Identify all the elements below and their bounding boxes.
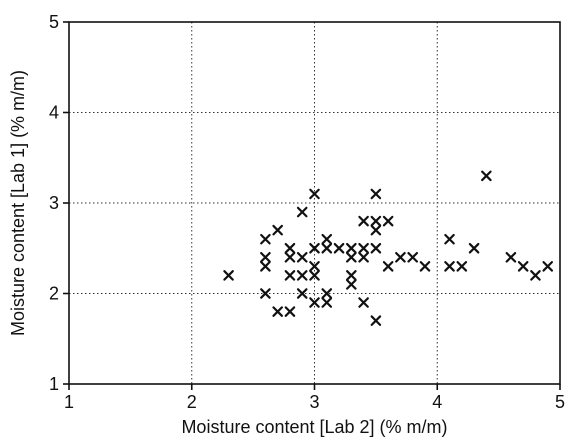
data-point bbox=[456, 261, 468, 272]
data-point bbox=[407, 252, 418, 263]
data-point bbox=[284, 252, 296, 263]
data-point bbox=[321, 242, 333, 254]
data-point bbox=[260, 261, 271, 272]
y-axis-title: Moisture content [Lab 1] (% m/m) bbox=[8, 70, 28, 336]
data-point bbox=[358, 215, 369, 227]
data-point bbox=[517, 261, 529, 272]
data-point bbox=[395, 252, 406, 263]
x-tick-label: 4 bbox=[432, 392, 442, 412]
data-point bbox=[370, 242, 382, 254]
x-tick-label: 1 bbox=[64, 392, 74, 412]
y-tick-label: 3 bbox=[49, 193, 59, 213]
y-tick-label: 1 bbox=[49, 374, 59, 394]
data-point bbox=[530, 270, 541, 281]
data-point bbox=[309, 242, 320, 254]
data-point bbox=[419, 261, 431, 272]
data-point bbox=[346, 242, 357, 254]
data-point bbox=[321, 233, 333, 245]
data-point bbox=[382, 215, 394, 227]
data-point bbox=[260, 252, 271, 263]
data-point bbox=[505, 252, 517, 263]
data-point bbox=[296, 206, 308, 218]
data-point bbox=[333, 242, 345, 254]
data-point bbox=[272, 224, 283, 236]
x-tick-label: 3 bbox=[309, 392, 319, 412]
data-point bbox=[358, 242, 369, 254]
data-point bbox=[370, 188, 382, 200]
data-point bbox=[309, 297, 320, 308]
x-axis-title: Moisture content [Lab 2] (% m/m) bbox=[181, 417, 447, 437]
x-tick-label: 2 bbox=[187, 392, 197, 412]
data-point bbox=[346, 270, 357, 281]
data-point bbox=[296, 288, 308, 299]
data-point bbox=[284, 270, 296, 281]
grid-layer bbox=[69, 22, 560, 384]
data-point bbox=[296, 252, 308, 263]
data-point bbox=[296, 270, 308, 281]
data-point bbox=[370, 215, 382, 227]
y-tick-label: 2 bbox=[49, 284, 59, 304]
data-point bbox=[346, 279, 357, 290]
data-point bbox=[542, 261, 554, 272]
data-point bbox=[382, 261, 394, 272]
data-point bbox=[444, 261, 455, 272]
data-point bbox=[321, 297, 333, 308]
data-point bbox=[309, 261, 320, 272]
x-tick-label: 5 bbox=[555, 392, 565, 412]
data-point bbox=[309, 188, 320, 200]
data-point bbox=[370, 224, 382, 236]
data-point bbox=[468, 242, 480, 254]
data-point bbox=[346, 252, 357, 263]
data-point bbox=[358, 297, 369, 308]
data-point bbox=[284, 306, 296, 317]
data-point bbox=[444, 233, 455, 245]
y-tick-label: 5 bbox=[49, 12, 59, 32]
data-point bbox=[309, 270, 320, 281]
data-point bbox=[284, 242, 296, 254]
y-tick-label: 4 bbox=[49, 103, 59, 123]
data-point bbox=[370, 315, 382, 326]
tick-layer: 1 2 3 4 5 1 2 3 4 5 bbox=[49, 12, 565, 412]
data-point bbox=[260, 233, 271, 245]
data-point bbox=[260, 288, 271, 299]
marker-layer bbox=[223, 170, 554, 326]
data-point bbox=[481, 170, 492, 182]
data-point bbox=[272, 306, 283, 317]
data-point bbox=[321, 288, 333, 299]
data-point bbox=[223, 270, 234, 281]
data-point bbox=[358, 252, 369, 263]
